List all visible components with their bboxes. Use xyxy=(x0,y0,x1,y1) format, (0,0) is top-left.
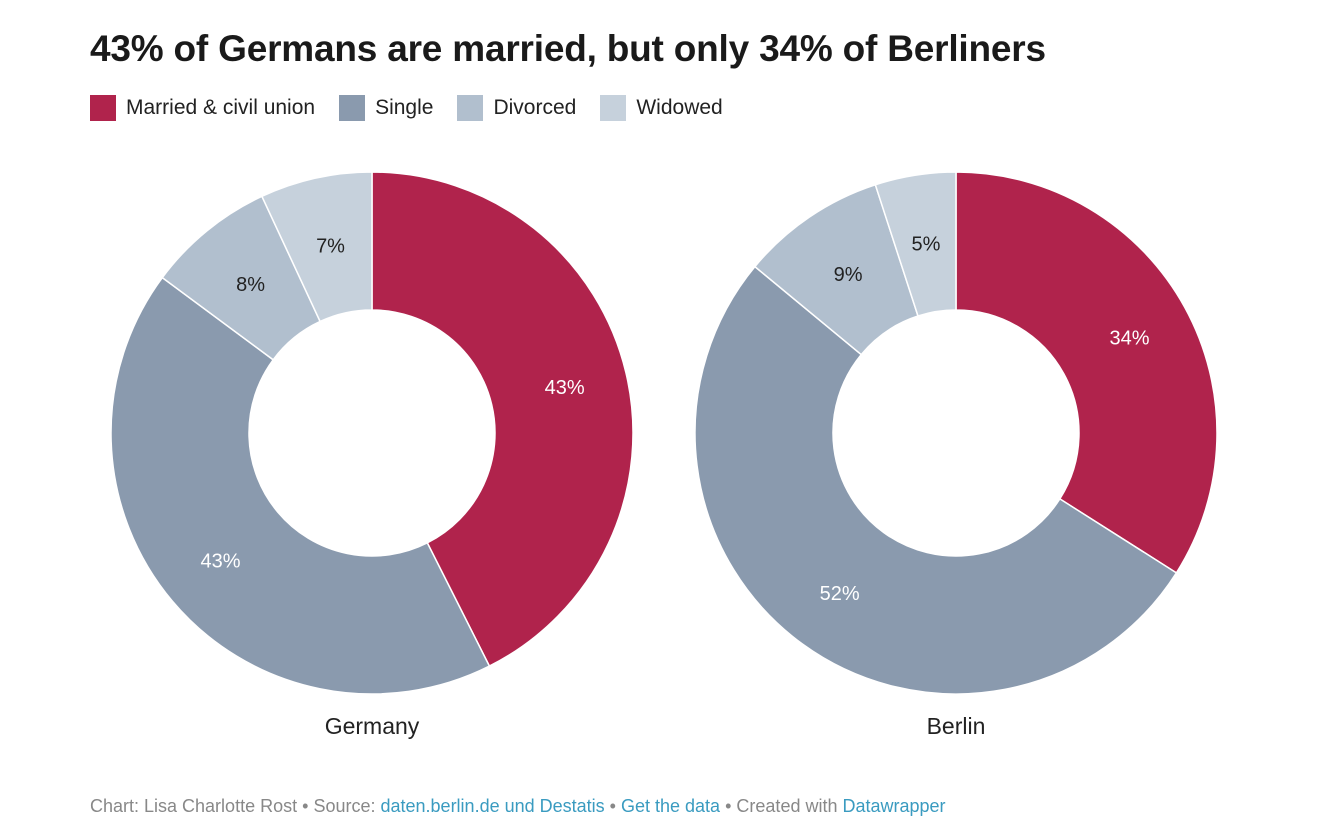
slice-single xyxy=(110,276,491,695)
footer-separator: • xyxy=(609,796,616,816)
slice-label-married: 43% xyxy=(545,377,585,399)
chart-title: 43% of Germans are married, but only 34%… xyxy=(90,28,1046,69)
datawrapper-link[interactable]: Datawrapper xyxy=(842,796,946,816)
footer-separator: • xyxy=(302,796,309,816)
legend-item-divorced: Divorced xyxy=(457,95,576,121)
legend-swatch-divorced xyxy=(457,95,484,121)
slice-single xyxy=(694,265,1178,695)
chart-footer: Chart: Lisa Charlotte Rost • Source: dat… xyxy=(90,796,946,817)
legend-swatch-single xyxy=(339,95,366,121)
slice-married xyxy=(955,171,1218,574)
slice-label-divorced: 8% xyxy=(236,274,265,296)
legend-swatch-married xyxy=(90,95,116,121)
donut-germany: 43% 43% 8% 7% Germany xyxy=(110,171,634,739)
legend-swatch-widowed xyxy=(600,95,627,121)
footer-created-with: Created with xyxy=(736,796,838,816)
legend-label-divorced: Divorced xyxy=(493,96,577,119)
slice-label-single: 43% xyxy=(201,551,241,573)
footer-source-link[interactable]: daten.berlin.de und Destatis xyxy=(380,796,605,816)
slice-label-married: 34% xyxy=(1109,328,1149,350)
legend-item-married: Married & civil union xyxy=(90,95,315,121)
footer-credit: Chart: Lisa Charlotte Rost xyxy=(90,796,298,816)
get-the-data-link[interactable]: Get the data xyxy=(621,796,721,816)
slice-married xyxy=(371,171,634,668)
legend: Married & civil union Single Divorced Wi… xyxy=(90,95,747,121)
slice-label-widowed: 5% xyxy=(912,233,941,255)
donut-title: Germany xyxy=(325,713,420,739)
slice-label-single: 52% xyxy=(820,583,860,605)
legend-label-widowed: Widowed xyxy=(636,96,723,119)
legend-item-single: Single xyxy=(339,95,433,121)
legend-item-widowed: Widowed xyxy=(600,95,723,121)
slice-label-widowed: 7% xyxy=(316,236,345,258)
legend-label-single: Single xyxy=(375,96,434,119)
slice-widowed xyxy=(260,171,373,323)
donut-berlin: 34% 52% 9% 5% Berlin xyxy=(694,171,1218,739)
legend-label-married: Married & civil union xyxy=(126,96,316,119)
slice-label-divorced: 9% xyxy=(834,264,863,286)
donut-title: Berlin xyxy=(927,713,986,739)
footer-source-label: Source: xyxy=(313,796,376,816)
slice-widowed xyxy=(874,171,957,317)
footer-separator: • xyxy=(725,796,732,816)
